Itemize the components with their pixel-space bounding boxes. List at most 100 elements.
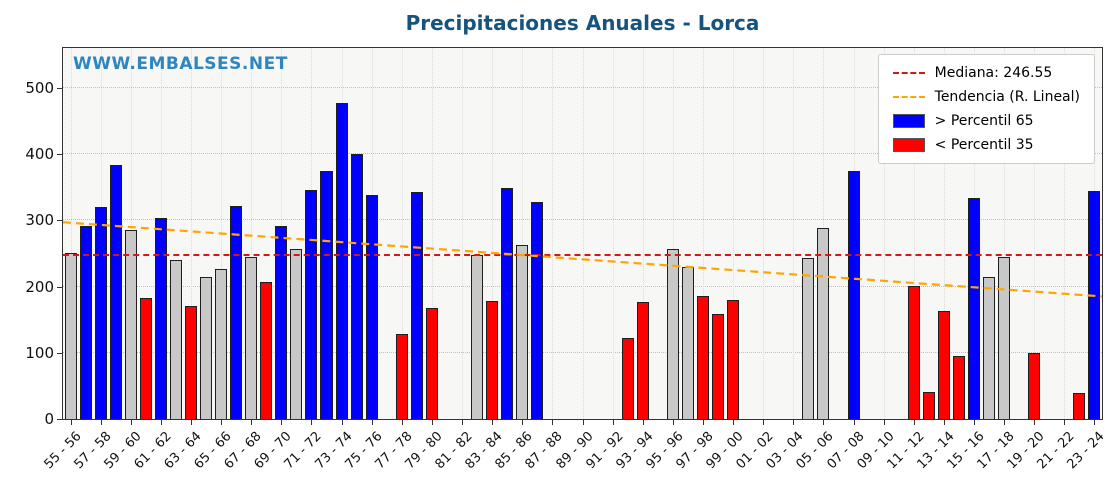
gridline-vertical — [251, 48, 253, 419]
gridline-vertical — [612, 48, 614, 419]
gridline-vertical — [431, 48, 433, 419]
x-tick-mark — [913, 420, 915, 425]
bar — [215, 268, 228, 419]
gridline-vertical — [462, 48, 464, 419]
bar — [907, 285, 920, 419]
x-tick-mark — [281, 420, 283, 425]
bar — [365, 195, 378, 419]
bar — [471, 255, 484, 419]
bar — [937, 311, 950, 419]
x-tick-mark — [371, 420, 373, 425]
y-tick-label: 100 — [25, 343, 54, 362]
bar — [320, 170, 333, 419]
x-tick-mark — [311, 420, 313, 425]
x-tick-mark — [702, 420, 704, 425]
legend-item-trend: Tendencia (R. Lineal) — [892, 89, 1080, 105]
y-tick-mark — [57, 154, 62, 155]
bar — [621, 338, 634, 419]
bar — [727, 299, 740, 419]
bar — [1088, 191, 1101, 419]
gridline-vertical — [1034, 48, 1036, 419]
bar — [501, 188, 514, 419]
percentil35-swatch-icon — [892, 138, 925, 152]
bar — [425, 307, 438, 419]
x-tick-mark — [823, 420, 825, 425]
bar — [94, 207, 107, 419]
y-tick-mark — [57, 87, 62, 89]
x-tick-mark — [763, 420, 765, 425]
bar — [802, 258, 815, 419]
x-tick-mark — [612, 420, 614, 425]
bar — [1028, 353, 1041, 419]
legend-item-above: > Percentil 65 — [892, 113, 1080, 129]
trend-line — [63, 221, 1102, 298]
trend-line-key-icon — [892, 96, 925, 98]
page-title: Precipitaciones Anuales - Lorca — [405, 11, 760, 35]
bar — [154, 218, 167, 419]
x-tick-mark — [190, 420, 192, 425]
bar — [967, 198, 980, 419]
legend-box: Mediana: 246.55 Tendencia (R. Lineal) > … — [877, 54, 1095, 164]
bar — [998, 256, 1011, 419]
y-tick-mark — [57, 352, 62, 354]
bar — [847, 170, 860, 419]
x-tick-mark — [733, 420, 735, 425]
bar — [516, 244, 529, 419]
x-tick-mark — [672, 420, 674, 425]
watermark-text: WWW.EMBALSES.NET — [73, 54, 288, 74]
gridline-vertical — [582, 48, 584, 419]
gridline-vertical — [552, 48, 554, 419]
bar — [486, 301, 499, 419]
gridline-vertical — [70, 48, 72, 419]
gridline-vertical — [522, 48, 524, 419]
x-tick-mark — [341, 420, 343, 425]
legend-median-label: Mediana: 246.55 — [934, 65, 1053, 81]
gridline-vertical — [672, 48, 674, 419]
percentil65-swatch-icon — [892, 114, 925, 128]
bar — [79, 225, 92, 419]
gridline-vertical — [401, 48, 403, 419]
gridline-vertical — [793, 48, 795, 419]
gridline-vertical — [913, 48, 915, 419]
legend-item-below: < Percentil 35 — [892, 137, 1080, 153]
x-tick-mark — [251, 420, 253, 425]
bar — [230, 205, 243, 419]
x-tick-mark — [974, 420, 975, 425]
bar — [139, 297, 152, 419]
plot-area: WWW.EMBALSES.NET Mediana: 246.55 Tendenc… — [62, 47, 1103, 420]
bar — [350, 154, 363, 419]
y-tick-mark — [57, 419, 62, 420]
bar — [245, 257, 258, 419]
bar — [335, 103, 348, 419]
gridline-vertical — [1064, 48, 1066, 419]
bar — [636, 302, 649, 419]
x-tick-mark — [462, 420, 464, 425]
y-tick-label: 200 — [25, 277, 54, 296]
y-tick-mark — [57, 286, 62, 288]
x-tick-mark — [582, 420, 584, 425]
bar — [305, 190, 318, 419]
bar — [275, 226, 288, 419]
bar — [1073, 393, 1086, 419]
x-tick-mark — [130, 420, 132, 425]
gridline-vertical — [733, 48, 735, 419]
bar — [696, 295, 709, 419]
bar — [169, 260, 182, 419]
x-tick-mark — [883, 420, 885, 425]
bar — [922, 391, 935, 419]
gridline-vertical — [702, 48, 704, 419]
bar — [200, 276, 213, 419]
x-tick-mark — [160, 420, 162, 425]
x-tick-mark — [793, 420, 795, 425]
x-tick-mark — [552, 420, 554, 425]
x-tick-mark — [642, 420, 644, 425]
legend-below-label: < Percentil 35 — [934, 137, 1034, 153]
median-line — [63, 253, 1102, 256]
bar — [184, 306, 197, 419]
bar-layer — [63, 48, 1102, 419]
bar — [952, 356, 965, 419]
x-tick-mark — [431, 420, 433, 425]
legend-trend-label: Tendencia (R. Lineal) — [934, 89, 1080, 105]
x-tick-mark — [943, 420, 945, 425]
